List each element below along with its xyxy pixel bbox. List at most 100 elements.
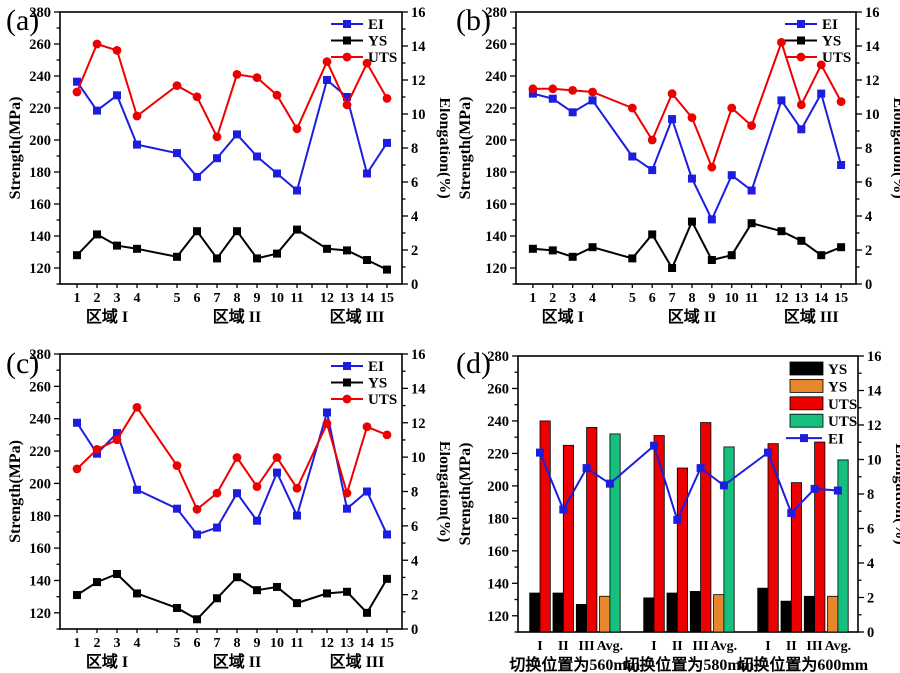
ei-marker <box>383 138 391 147</box>
uts-marker <box>212 132 222 142</box>
uts-marker <box>707 162 717 172</box>
panel-b-chart: 1201401601802002202402602800246810121416… <box>457 5 900 326</box>
x-tick-label: 14 <box>360 291 374 306</box>
ys-marker <box>113 241 121 250</box>
ei-marker <box>833 486 842 495</box>
ei-marker <box>73 77 81 86</box>
x-tick-label: 2 <box>94 291 101 306</box>
y-right-tick-label: 6 <box>411 519 418 535</box>
x-tick-label: 4 <box>134 291 141 306</box>
panel-c: (c) 120 140 160 180 200 220 240 260 280 0 2 4 6 8 10 12… <box>0 337 450 673</box>
ys-marker <box>293 225 301 234</box>
ei-marker <box>673 515 682 524</box>
y-left-tick-label: 200 <box>487 479 509 495</box>
legend-entry-ys: YS <box>785 34 841 50</box>
x-tick-label: 1 <box>74 291 81 306</box>
y-right-tick-label: 12 <box>865 73 880 89</box>
uts-marker <box>192 92 202 102</box>
y-right-tick-label: 6 <box>411 175 418 191</box>
uts-bar <box>562 444 575 633</box>
y-right-tick-label: 6 <box>865 175 872 191</box>
uts-marker <box>112 435 122 445</box>
uts-bar <box>539 420 551 633</box>
x-group-label: 切换位置为560mm <box>509 655 640 673</box>
ei-marker <box>363 169 371 178</box>
y-left-tick-label: 240 <box>487 414 509 430</box>
y-axis-ticks <box>512 355 864 633</box>
x-category-label: I <box>651 639 656 654</box>
ys-marker <box>253 586 261 595</box>
x-tick-label: 9 <box>254 291 261 306</box>
y-left-tick-label: 180 <box>487 511 509 527</box>
x-group-label: 区域 I <box>86 307 128 326</box>
y-axis-ticks <box>54 353 408 630</box>
y-axis-title-left: Strength(MPa) <box>7 440 24 543</box>
y-axis-title-left: Strength(MPa) <box>457 443 474 546</box>
ys-marker <box>233 227 241 236</box>
x-group-label: 区域 I <box>86 652 128 671</box>
legend-uts-marker <box>342 394 352 404</box>
ys-bar <box>757 587 769 633</box>
ei-marker <box>536 448 544 457</box>
ei-marker <box>363 487 371 496</box>
x-tick-label: 1 <box>74 636 81 651</box>
y-left-tick-label: 160 <box>485 197 507 213</box>
legend-label: EI <box>822 17 838 33</box>
ei-marker <box>810 484 819 493</box>
x-tick-label: 4 <box>134 636 141 651</box>
y-left-tick-label: 200 <box>29 476 51 492</box>
y-right-tick-label: 16 <box>865 5 880 21</box>
y-left-tick-label: 160 <box>487 544 509 560</box>
uts-avg-bar <box>723 446 735 633</box>
ys-avg-bar <box>599 595 611 633</box>
ei-marker <box>817 89 826 98</box>
ei-marker <box>582 464 591 473</box>
y-left-tick-label: 140 <box>487 576 509 592</box>
legend-label: YS <box>828 362 847 378</box>
legend-entry-ys-0: YS <box>789 361 847 378</box>
y-right-tick-label: 16 <box>411 347 426 363</box>
x-tick-label: 3 <box>114 291 121 306</box>
ei-marker <box>323 408 331 417</box>
y-right-tick-label: 12 <box>411 416 426 432</box>
y-axis-title-right: Elongation(%) <box>436 97 450 198</box>
ys-marker <box>293 599 301 608</box>
x-tick-label: 7 <box>214 636 221 651</box>
y-left-tick-label: 240 <box>29 69 51 85</box>
ei-marker <box>253 152 261 161</box>
legend-entry-ei: EI <box>331 359 384 375</box>
y-right-tick-label: 16 <box>867 349 882 365</box>
y-left-tick-label: 240 <box>485 69 507 85</box>
ys-marker <box>213 254 221 263</box>
ys-avg-bar <box>713 594 725 633</box>
x-tick-label: 15 <box>834 291 848 306</box>
y-right-tick-label: 10 <box>411 450 426 466</box>
y-left-tick-label: 180 <box>485 165 507 181</box>
x-tick-label: 14 <box>360 636 374 651</box>
legend-entry-uts-2: UTS <box>789 396 857 413</box>
x-tick-label: 11 <box>290 636 303 651</box>
panel-d-label: (d) <box>456 347 491 380</box>
legend-ei-marker <box>343 362 351 370</box>
x-category-label: Avg. <box>711 639 738 654</box>
ys-marker <box>747 219 756 228</box>
uts-bar <box>767 443 779 633</box>
ys-marker <box>193 227 201 236</box>
legend-label: YS <box>822 34 841 50</box>
y-left-tick-label: 200 <box>29 133 51 149</box>
ys-marker <box>817 251 826 260</box>
y-right-tick-label: 0 <box>867 625 874 641</box>
x-axis-ticks <box>76 284 388 288</box>
y-right-tick-label: 2 <box>865 243 872 259</box>
ys-marker <box>93 578 101 587</box>
legend-label: YS <box>368 34 387 50</box>
y-left-tick-label: 240 <box>29 412 51 428</box>
ys-marker <box>133 589 141 598</box>
y-axis-title-left: Strength(MPa) <box>457 97 474 200</box>
ei-marker <box>213 523 221 532</box>
ei-marker <box>193 172 201 181</box>
legend-entry-ys: YS <box>331 376 387 392</box>
ys-marker <box>648 230 657 239</box>
x-category-label: I <box>765 639 770 654</box>
